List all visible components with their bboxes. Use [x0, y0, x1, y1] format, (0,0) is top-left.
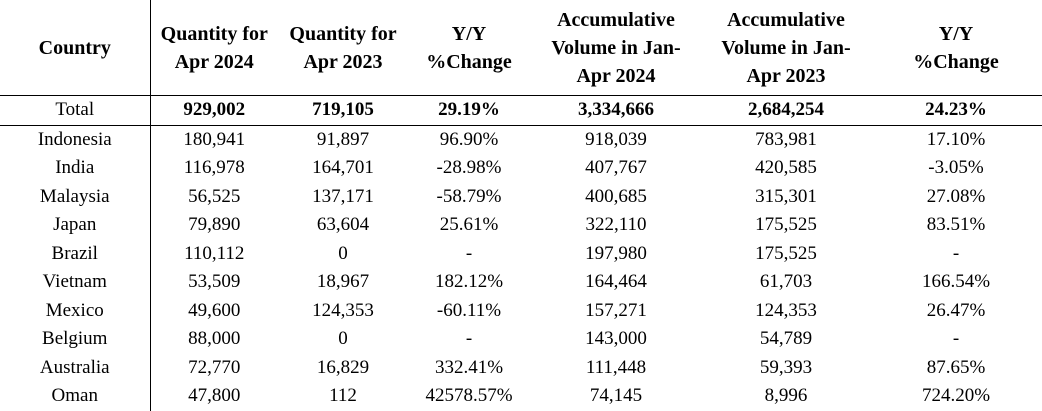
value-cell: 166.54%	[921, 271, 991, 293]
table-row: Japan 79,890 63,604 25.61% 322,110 175,525 83.…	[0, 211, 1042, 240]
value-cell: 49,600	[188, 299, 241, 321]
value-cell: -	[952, 328, 960, 350]
value-cell: 18,967	[316, 271, 370, 293]
value-cell: 124,353	[755, 299, 817, 321]
value-cell: 124,353	[312, 299, 374, 321]
value-cell: 332.41%	[434, 356, 504, 378]
value-cell: 88,000	[188, 328, 241, 350]
table-row: Indonesia 180,941 91,897 96.90% 918,039 783,9…	[0, 125, 1042, 154]
value-cell: 182.12%	[434, 271, 504, 293]
value-cell: 111,448	[585, 356, 647, 378]
value-cell: 83.51%	[926, 214, 986, 236]
header-quantity-apr-2024: Quantity for Apr 2024	[150, 0, 278, 96]
value-cell: 53,509	[188, 271, 241, 293]
value-cell: 164,701	[312, 157, 374, 179]
value-cell: 724.20%	[921, 385, 991, 407]
header-yy-change-month: Y/Y %Change	[408, 0, 530, 96]
value-cell: 61,703	[759, 271, 813, 293]
value-cell: 17.10%	[926, 128, 986, 150]
value-cell: 63,604	[316, 214, 370, 236]
value-cell: 110,112	[184, 242, 245, 264]
value-cell: 26.47%	[926, 299, 986, 321]
header-accumulative-2023: Accumulative Volume in Jan- Apr 2023	[702, 0, 870, 96]
country-cell: Brazil	[0, 239, 151, 268]
value-cell: 54,789	[759, 328, 813, 350]
value-cell: 0	[338, 242, 348, 264]
value-cell: 87.65%	[926, 356, 986, 378]
value-cell: -	[465, 328, 473, 350]
table-row: India 116,978 164,701 -28.98% 407,767 420,585…	[0, 154, 1042, 183]
total-cell: 929,002	[150, 95, 278, 126]
total-row: Total 929,002 719,105 29.19% 3,334,666 2…	[0, 95, 1042, 126]
value-cell: 74,145	[589, 385, 643, 407]
value-cell: -3.05%	[928, 157, 984, 179]
country-cell: Oman	[0, 382, 151, 411]
value-cell: 27.08%	[926, 185, 986, 207]
value-cell: 180,941	[183, 128, 246, 150]
value-cell: 197,980	[585, 242, 647, 264]
value-cell: 143,000	[585, 328, 647, 350]
value-cell: 116,978	[183, 157, 245, 179]
value-cell: -28.98%	[436, 157, 502, 179]
total-cell: 29.19%	[408, 95, 530, 126]
table-row: Mexico 49,600 124,353 -60.11% 157,271 124,353…	[0, 296, 1042, 325]
value-cell: 164,464	[585, 271, 647, 293]
value-cell: -58.79%	[436, 185, 502, 207]
total-cell: 719,105	[278, 95, 408, 126]
value-cell: -	[952, 242, 960, 264]
total-cell: 24.23%	[870, 95, 1042, 126]
total-label: Total	[0, 95, 151, 126]
value-cell: -60.11%	[436, 299, 502, 321]
value-cell: 407,767	[585, 157, 647, 179]
country-cell: India	[0, 154, 151, 183]
table-row: Australia 72,770 16,829 332.41% 111,448 59,39…	[0, 353, 1042, 382]
total-cell: 3,334,666	[530, 95, 702, 126]
value-cell: 56,525	[188, 185, 241, 207]
country-cell: Indonesia	[0, 125, 151, 154]
header-country: Country	[0, 0, 151, 96]
value-cell: 25.61%	[439, 214, 499, 236]
value-cell: 157,271	[585, 299, 647, 321]
value-cell: 8,996	[764, 385, 808, 407]
value-cell: 0	[338, 328, 348, 350]
value-cell: 16,829	[316, 356, 370, 378]
country-cell: Australia	[0, 353, 151, 382]
value-cell: 400,685	[585, 185, 647, 207]
value-cell: 137,171	[312, 185, 374, 207]
value-cell: 175,525	[755, 214, 817, 236]
table-row: Malaysia 56,525 137,171 -58.79% 400,685 315,3…	[0, 182, 1042, 211]
table-row: Belgium 88,000 0 - 143,000 54,789 -	[0, 325, 1042, 354]
value-cell: 315,301	[755, 185, 817, 207]
country-cell: Vietnam	[0, 268, 151, 297]
header-accumulative-2024: Accumulative Volume in Jan- Apr 2024	[530, 0, 702, 96]
total-cell: 2,684,254	[702, 95, 870, 126]
value-cell: 783,981	[755, 128, 817, 150]
value-cell: 918,039	[585, 128, 647, 150]
value-cell: 47,800	[188, 385, 241, 407]
value-cell: 42578.57%	[425, 385, 513, 407]
value-cell: 420,585	[755, 157, 817, 179]
header-yy-change-accumulative: Y/Y %Change	[870, 0, 1042, 96]
country-cell: Belgium	[0, 325, 151, 354]
value-cell: 91,897	[316, 128, 370, 150]
value-cell: -	[465, 242, 473, 264]
table-row: Oman 47,800 112 42578.57% 74,145 8,996 724.20%	[0, 382, 1042, 411]
header-quantity-apr-2023: Quantity for Apr 2023	[278, 0, 408, 96]
value-cell: 175,525	[755, 242, 817, 264]
value-cell: 59,393	[759, 356, 813, 378]
header-row: Country Quantity for Apr 2024 Quantity fo…	[0, 0, 1042, 96]
country-cell: Japan	[0, 211, 151, 240]
value-cell: 322,110	[585, 214, 647, 236]
table-row: Vietnam 53,509 18,967 182.12% 164,464 61,703 1…	[0, 268, 1042, 297]
value-cell: 79,890	[188, 214, 241, 236]
value-cell: 96.90%	[439, 128, 499, 150]
value-cell: 72,770	[188, 356, 241, 378]
country-cell: Mexico	[0, 296, 151, 325]
country-cell: Malaysia	[0, 182, 151, 211]
value-cell: 112	[329, 385, 357, 407]
table-row: Brazil 110,112 0 - 197,980 175,525 -	[0, 239, 1042, 268]
